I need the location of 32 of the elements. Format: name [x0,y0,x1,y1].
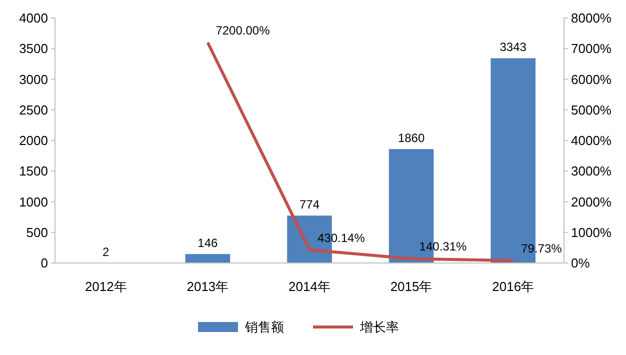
y2-tick-label: 2000% [571,194,612,210]
y2-tick-label: 6000% [571,72,612,87]
x-tick-label: 2012年 [84,279,127,294]
legend-label: 销售额 [244,320,284,335]
y-tick-label: 1000 [19,194,48,210]
y2-tick-label: 4000% [571,133,612,148]
data-label: 1860 [398,131,425,146]
data-label: 146 [198,236,218,250]
data-label: 2 [102,244,110,259]
x-tick-label: 2015年 [390,279,432,294]
y-tick-label: 3000 [19,72,48,87]
data-label: 7200.00% [216,24,270,38]
y2-tick-label: 8000% [571,10,612,26]
x-tick-label: 2013年 [186,279,229,294]
x-tick-label: 2014年 [288,279,330,294]
y-tick-label: 0 [40,256,48,271]
y-tick-label: 1500 [19,164,48,179]
y2-tick-label: 5000% [571,102,612,118]
bar [185,254,230,263]
y-tick-label: 2000 [19,133,48,148]
legend-label: 增长率 [359,320,399,335]
y2-tick-label: 0% [571,256,590,271]
y-tick-label: 500 [26,224,48,240]
x-tick-label: 2016年 [492,279,534,294]
y-tick-label: 4000 [19,10,48,26]
y2-tick-label: 3000% [571,164,612,179]
y2-tick-label: 7000% [571,41,612,56]
data-label: 3343 [500,40,527,54]
y2-tick-label: 1000% [571,224,612,240]
y-tick-label: 2500 [19,102,48,118]
data-label: 774 [299,198,320,212]
y-tick-label: 3500 [19,41,48,56]
